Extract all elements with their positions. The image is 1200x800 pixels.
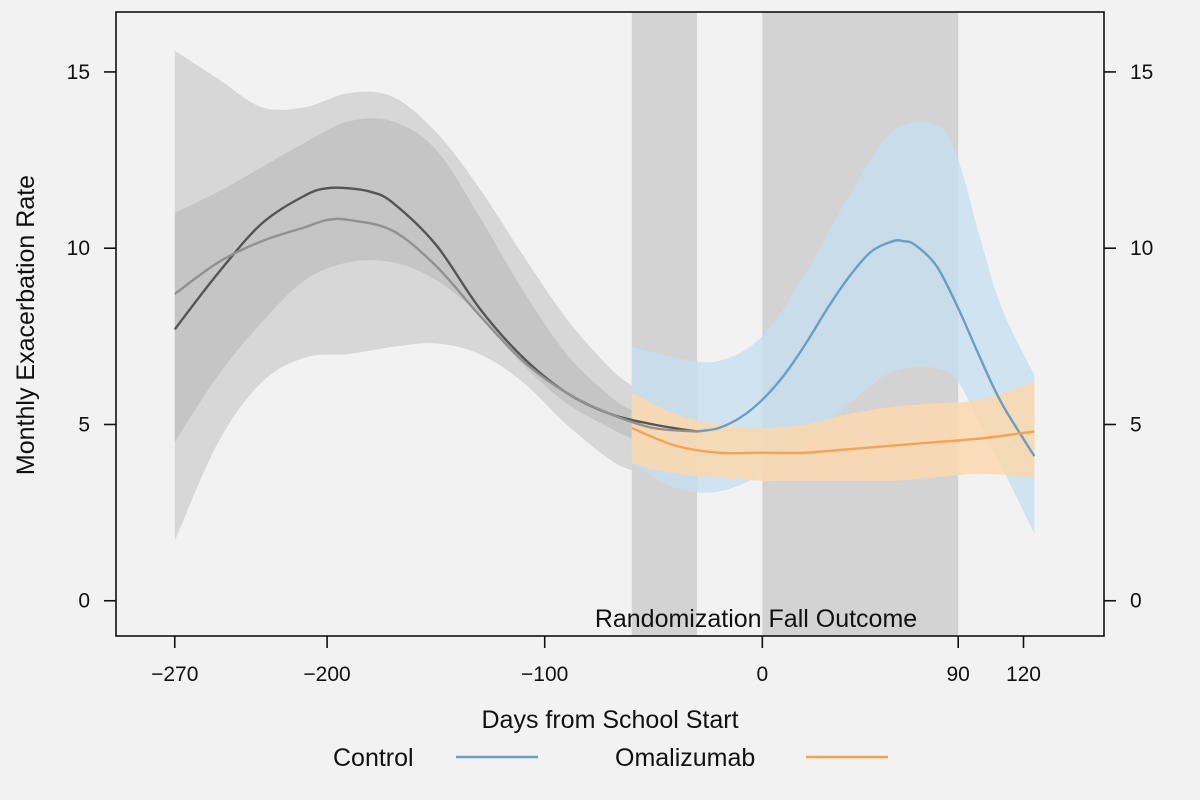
y-tick-label-right: 15 <box>1130 61 1153 84</box>
x-tick-label: −200 <box>303 663 350 686</box>
legend-label-control: Control <box>333 744 414 772</box>
y-tick-label-left: 15 <box>67 61 90 84</box>
confidence-band-layer <box>174 50 1035 541</box>
y-tick-label-left: 0 <box>78 590 90 613</box>
omalizumab-line <box>631 426 1035 455</box>
series-line-layer <box>173 186 1036 457</box>
pre-light-line <box>174 217 698 433</box>
period-label-text: Randomization Fall Outcome <box>595 605 917 633</box>
plot-frame <box>115 11 1105 637</box>
y-tick-label-left: 5 <box>78 413 90 436</box>
y-tick-label-right: 10 <box>1130 237 1153 260</box>
y-tick-label-right: 5 <box>1130 413 1142 436</box>
x-tick-label: 120 <box>1006 663 1041 686</box>
control-line <box>696 239 1036 457</box>
period-shading-randomization <box>631 12 698 636</box>
y-tick-label-right: 0 <box>1130 590 1142 613</box>
y-tick-label-left: 10 <box>67 237 90 260</box>
x-tick-label: −270 <box>151 663 198 686</box>
x-tick-label: 90 <box>947 663 970 686</box>
y-axis-title: Monthly Exacerbation Rate <box>12 175 40 475</box>
x-axis-title: Days from School Start <box>481 706 738 734</box>
axis-layer: −270 −200 −100 0 90 120 0 0 5 5 10 10 15 15 <box>67 61 1154 686</box>
legend-label-omalizumab: Omalizumab <box>615 744 755 772</box>
x-tick-label: −100 <box>521 663 568 686</box>
pre-inner-band <box>174 118 632 443</box>
legend: Control Omalizumab <box>333 744 888 772</box>
x-tick-label: 0 <box>756 663 768 686</box>
omalizumab-band <box>631 382 1035 482</box>
